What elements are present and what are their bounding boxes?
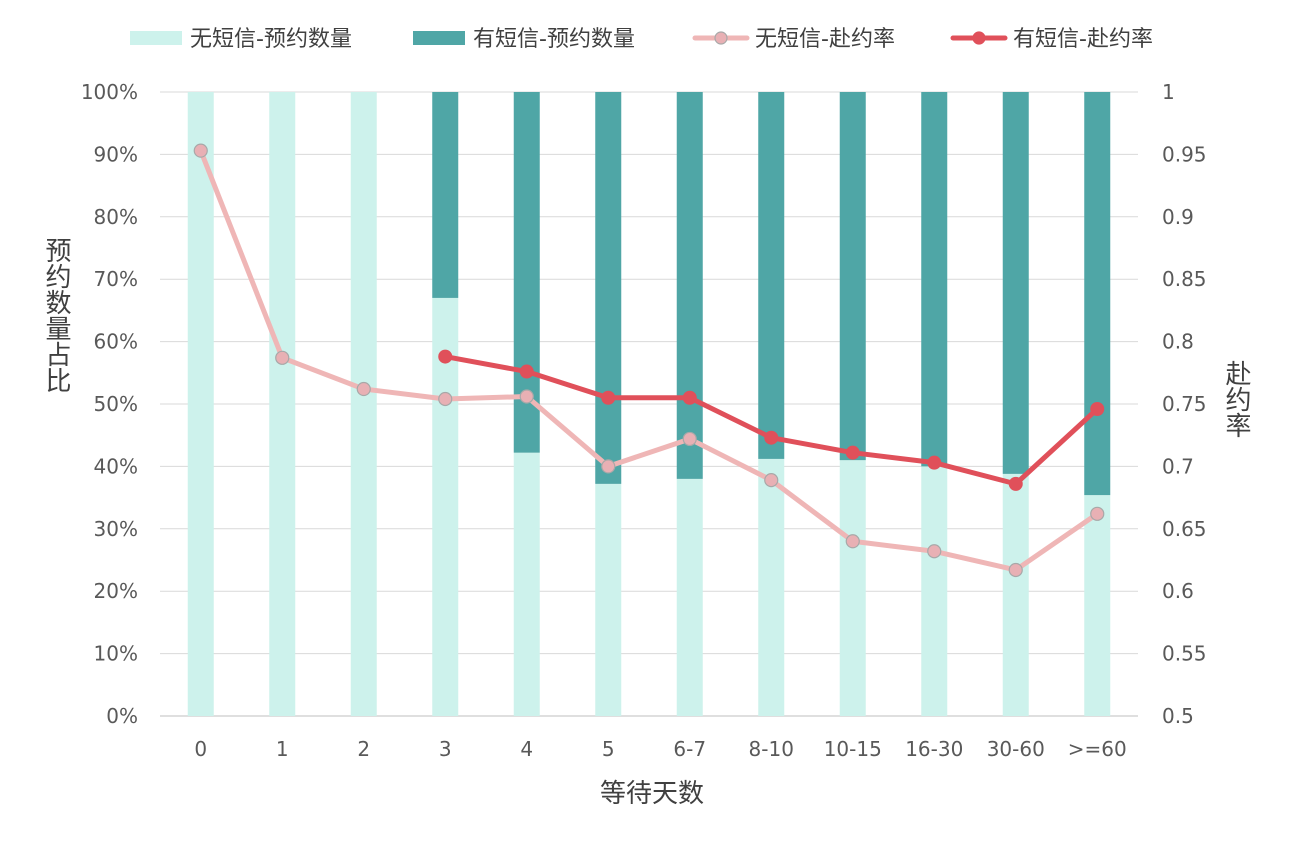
x-tick-label: 6-7 bbox=[673, 737, 706, 761]
x-tick-label: 8-10 bbox=[749, 737, 794, 761]
y-tick-right-label: 0.95 bbox=[1162, 142, 1207, 166]
bar-no-sms bbox=[350, 92, 377, 716]
y-axis-left-ticks: 0% 10% 20% 30% 40% 50% 60% 70% 80% 90% 100% bbox=[81, 80, 138, 728]
bar-no-sms bbox=[1084, 495, 1111, 716]
bars-layer bbox=[187, 92, 1111, 716]
x-tick-label: 4 bbox=[520, 737, 533, 761]
bar-with-sms bbox=[432, 92, 459, 298]
point-no-sms bbox=[1008, 562, 1023, 578]
line-no-sms bbox=[198, 148, 1100, 573]
y-tick-left-label: 20% bbox=[94, 579, 138, 603]
bar-no-sms bbox=[758, 458, 785, 716]
y-tick-left-label: 80% bbox=[94, 205, 138, 229]
y-tick-left-label: 100% bbox=[81, 80, 138, 104]
y-axis-right-title: 赴约率 bbox=[1221, 360, 1251, 438]
x-tick-label: 30-60 bbox=[987, 737, 1045, 761]
bar-no-sms bbox=[595, 483, 622, 716]
legend-swatch bbox=[130, 31, 182, 45]
point-no-sms bbox=[764, 473, 779, 488]
bar-with-sms bbox=[921, 92, 948, 467]
y-tick-left-label: 10% bbox=[94, 642, 138, 666]
y-tick-right-label: 0.8 bbox=[1162, 330, 1194, 354]
point-with-sms bbox=[845, 445, 860, 460]
x-tick-label: 5 bbox=[602, 737, 615, 761]
x-tick-label: 0 bbox=[194, 737, 207, 761]
bar-no-sms bbox=[1002, 473, 1029, 716]
bar-no-sms bbox=[839, 460, 866, 716]
bar-no-sms bbox=[513, 452, 540, 716]
bar-with-sms bbox=[1084, 92, 1111, 496]
bar-with-sms bbox=[676, 92, 703, 479]
point-no-sms bbox=[275, 350, 290, 365]
point-with-sms bbox=[927, 455, 942, 470]
gridlines bbox=[160, 91, 1138, 717]
y-tick-right-label: 0.75 bbox=[1162, 392, 1207, 416]
legend-label: 有短信-赴约率 bbox=[1013, 27, 1153, 52]
point-no-sms bbox=[682, 431, 697, 447]
y-tick-left-label: 0% bbox=[106, 704, 138, 728]
bar-no-sms bbox=[676, 478, 703, 716]
bar-no-sms bbox=[187, 92, 214, 716]
y-tick-left-label: 60% bbox=[94, 330, 138, 354]
legend: 无短信-预约数量 有短信-预约数量 无短信-赴约率 有短信-赴约率 bbox=[130, 27, 1153, 52]
x-axis-title: 等待天数 bbox=[600, 779, 704, 809]
y-tick-right-label: 0.55 bbox=[1162, 642, 1207, 666]
point-no-sms bbox=[438, 391, 453, 407]
x-tick-label: 2 bbox=[357, 737, 370, 761]
y-tick-right-label: 0.9 bbox=[1162, 205, 1194, 229]
point-no-sms bbox=[193, 143, 208, 158]
y-tick-right-label: 1 bbox=[1162, 80, 1175, 104]
x-tick-label: 1 bbox=[276, 737, 289, 761]
y-axis-left-title: 预约数量占比 bbox=[41, 237, 71, 393]
y-tick-left-label: 50% bbox=[94, 392, 138, 416]
x-tick-label: 10-15 bbox=[824, 737, 882, 761]
legend-label: 无短信-赴约率 bbox=[755, 27, 895, 52]
y-tick-right-label: 0.6 bbox=[1162, 579, 1194, 603]
y-tick-right-label: 0.85 bbox=[1162, 267, 1207, 291]
point-with-sms bbox=[601, 390, 616, 405]
point-no-sms bbox=[845, 534, 860, 549]
legend-marker bbox=[972, 31, 986, 45]
y-tick-right-label: 0.65 bbox=[1162, 517, 1207, 541]
x-tick-label: 16-30 bbox=[905, 737, 963, 761]
y-axis-right-title-text: 赴约率 bbox=[1221, 360, 1251, 438]
point-with-sms bbox=[682, 390, 697, 405]
x-tick-label: 3 bbox=[439, 737, 452, 761]
lines-layer bbox=[193, 143, 1105, 578]
legend-label: 有短信-预约数量 bbox=[473, 27, 635, 52]
bar-with-sms bbox=[1002, 92, 1029, 474]
y-tick-left-label: 40% bbox=[94, 454, 138, 478]
point-with-sms bbox=[438, 349, 453, 364]
y-tick-left-label: 70% bbox=[94, 267, 138, 291]
legend-marker bbox=[714, 31, 728, 45]
y-tick-right-label: 0.7 bbox=[1162, 454, 1194, 478]
point-no-sms bbox=[1090, 506, 1105, 521]
y-tick-right-label: 0.5 bbox=[1162, 704, 1194, 728]
y-tick-left-label: 90% bbox=[94, 142, 138, 166]
legend-label: 无短信-预约数量 bbox=[190, 27, 352, 52]
bar-no-sms bbox=[921, 466, 948, 716]
x-axis-ticks: 0 1 2 3 4 5 6-7 8-10 10-15 16-30 30-60 >=60 bbox=[194, 737, 1126, 761]
point-with-sms bbox=[519, 364, 534, 379]
y-axis-right-ticks: 0.5 0.55 0.6 0.65 0.7 0.75 0.8 0.85 0.9 0.95 1 bbox=[1162, 80, 1207, 728]
point-no-sms bbox=[927, 544, 942, 559]
point-no-sms bbox=[601, 459, 616, 474]
point-with-sms bbox=[764, 430, 779, 445]
point-with-sms bbox=[1008, 476, 1023, 491]
bar-with-sms bbox=[839, 92, 866, 461]
point-no-sms bbox=[356, 381, 371, 397]
bar-with-sms bbox=[758, 92, 785, 459]
y-tick-left-label: 30% bbox=[94, 517, 138, 541]
x-tick-label: >=60 bbox=[1068, 737, 1127, 761]
legend-swatch bbox=[413, 31, 465, 45]
bar-with-sms bbox=[595, 92, 622, 484]
y-axis-left-title-text: 预约数量占比 bbox=[41, 237, 71, 393]
bar-no-sms bbox=[269, 92, 296, 716]
bar-no-sms bbox=[432, 297, 459, 716]
point-with-sms bbox=[1090, 401, 1105, 416]
point-no-sms bbox=[519, 389, 534, 404]
